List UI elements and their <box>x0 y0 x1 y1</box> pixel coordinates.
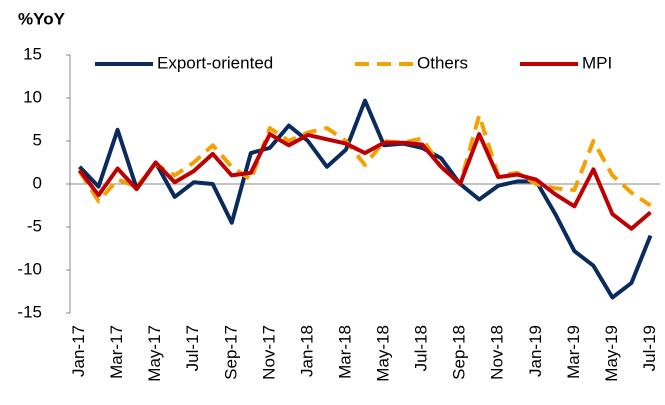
x-tick-label: Sep-17 <box>221 325 240 380</box>
series-line <box>78 98 653 300</box>
legend-label: Export-oriented <box>157 53 273 72</box>
x-tick-label: Jan-18 <box>297 325 316 377</box>
x-tick-label: Jul-19 <box>640 325 659 371</box>
y-tick-label: 15 <box>23 44 42 63</box>
x-tick-label: Sep-18 <box>450 325 469 380</box>
x-tick-label: Jul-17 <box>183 325 202 371</box>
y-tick-label: -15 <box>17 302 42 321</box>
x-tick-label: Nov-17 <box>259 325 278 380</box>
series-line <box>77 132 652 231</box>
x-tick-label: Jul-18 <box>412 325 431 371</box>
x-tick-label: Mar-17 <box>107 325 126 379</box>
y-tick-label: 5 <box>33 130 42 149</box>
x-tick-label: Mar-18 <box>335 325 354 379</box>
x-tick-label: Jan-17 <box>69 325 88 377</box>
x-tick-label: May-18 <box>374 325 393 382</box>
series-line <box>77 113 652 208</box>
chart-title: %YoY <box>18 9 66 28</box>
y-tick-label: -10 <box>17 259 42 278</box>
legend-label: MPI <box>582 53 612 72</box>
y-tick-label: 0 <box>33 173 42 192</box>
x-tick-label: May-17 <box>145 325 164 382</box>
x-tick-label: Jan-19 <box>526 325 545 377</box>
x-tick-label: Nov-18 <box>488 325 507 380</box>
y-tick-label: 10 <box>23 87 42 106</box>
y-tick-label: -5 <box>27 216 42 235</box>
x-tick-label: May-19 <box>602 325 621 382</box>
legend-label: Others <box>417 53 468 72</box>
x-tick-label: Mar-19 <box>564 325 583 379</box>
